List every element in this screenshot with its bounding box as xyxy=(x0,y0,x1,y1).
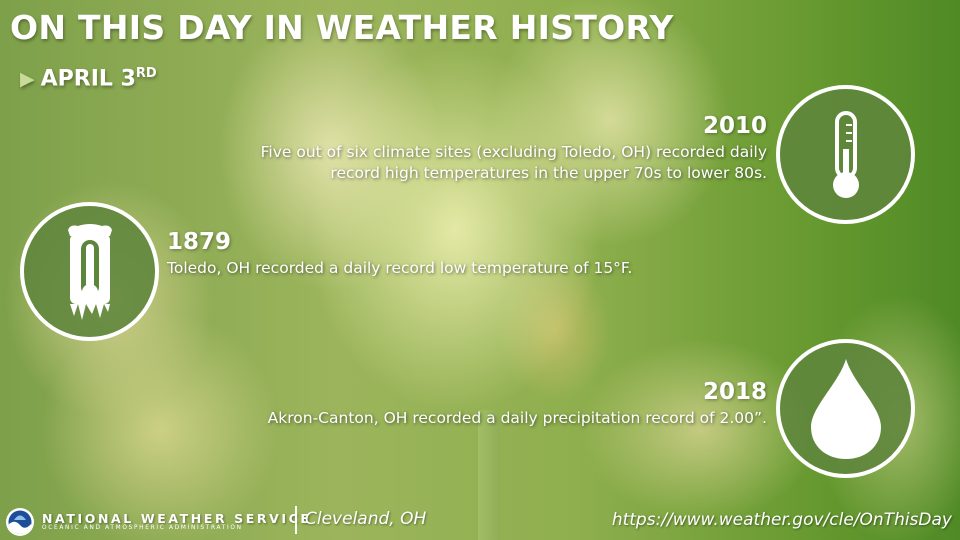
event-description-line: Five out of six climate sites (excluding… xyxy=(260,143,767,161)
event-description-line: record high temperatures in the upper 70… xyxy=(330,164,767,182)
thermometer-icon-circle xyxy=(776,85,915,224)
raindrop-icon xyxy=(810,358,881,459)
event-description-1879: Toledo, OH recorded a daily record low t… xyxy=(167,259,633,277)
date-suffix: RD xyxy=(135,66,157,81)
frozen-thermometer-icon xyxy=(67,223,112,320)
agency-subtitle: OCEANIC AND ATMOSPHERIC ADMINISTRATION xyxy=(42,525,243,531)
website-link[interactable]: https://www.weather.gov/cle/OnThisDay xyxy=(611,510,952,530)
footer: NATIONAL WEATHER SERVICE OCEANIC AND ATM… xyxy=(0,500,960,540)
event-description-2018: Akron-Canton, OH recorded a daily precip… xyxy=(267,409,767,427)
play-arrow-icon: ▶ xyxy=(20,68,35,91)
raindrop-icon-circle xyxy=(776,339,915,478)
event-year-2018: 2018 xyxy=(702,379,767,405)
agency-name: NATIONAL WEATHER SERVICE xyxy=(42,511,312,526)
tulip-stem xyxy=(478,410,500,540)
event-year-2010: 2010 xyxy=(702,113,767,139)
thermometer-icon xyxy=(832,110,859,198)
noaa-logo-icon xyxy=(6,508,34,536)
frozen-thermometer-icon-circle xyxy=(20,202,159,341)
event-description-2010: Five out of six climate sites (excluding… xyxy=(261,142,767,184)
date-text: APRIL 3 xyxy=(40,66,136,92)
footer-divider xyxy=(295,506,297,534)
office-name: Cleveland, OH xyxy=(305,509,427,529)
event-year-1879: 1879 xyxy=(167,229,232,255)
date-heading: ▶ APRIL 3RD xyxy=(20,66,157,91)
page-title: ON THIS DAY IN WEATHER HISTORY xyxy=(10,8,674,47)
